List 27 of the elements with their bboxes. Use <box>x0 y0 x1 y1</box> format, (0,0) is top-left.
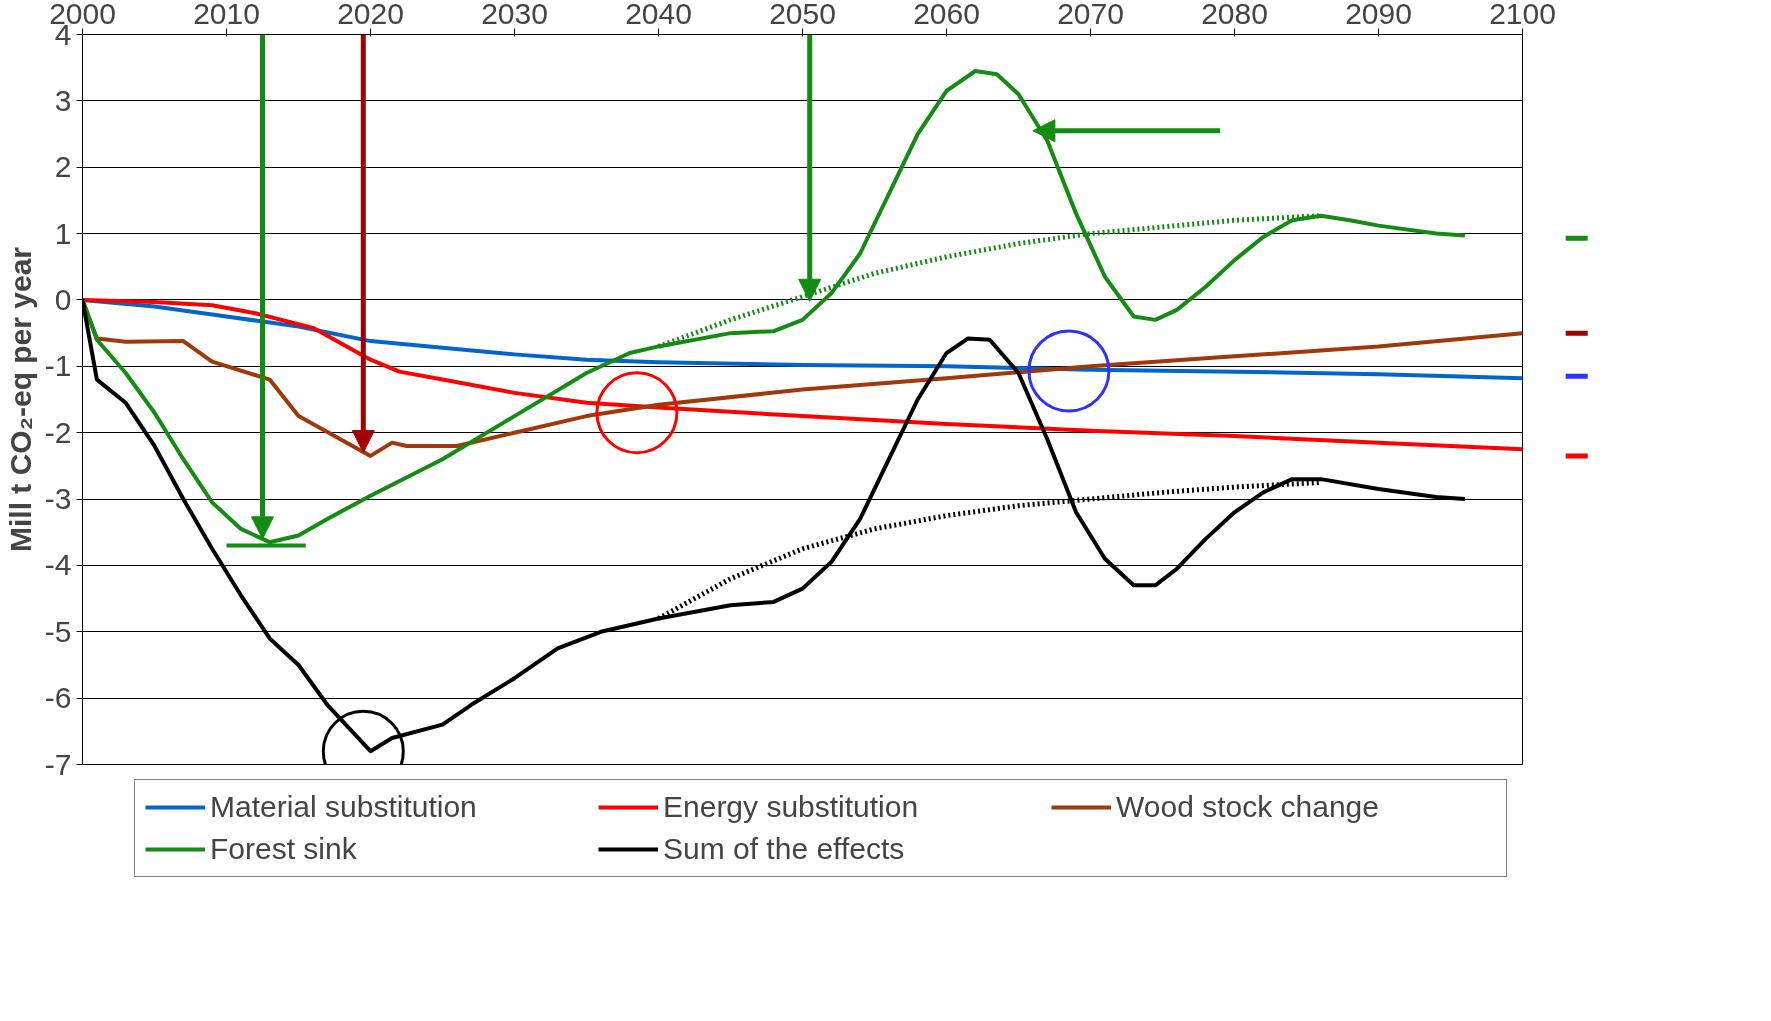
x-tick-label: 2010 <box>193 0 260 30</box>
y-tick-label: -7 <box>44 747 72 781</box>
y-tick-label: 0 <box>54 282 72 316</box>
legend-label: Wood stock change <box>1116 790 1380 824</box>
x-tick-label: 2030 <box>481 0 548 30</box>
y-tick-label: 1 <box>54 216 72 250</box>
legend-label: Energy substitution <box>663 790 920 824</box>
y-tick-label: -3 <box>44 482 72 516</box>
x-tick-label: 2080 <box>1201 0 1268 30</box>
y-tick-label: -4 <box>44 548 72 582</box>
y-tick-label: -2 <box>44 415 72 449</box>
y-tick-label: -1 <box>44 349 72 383</box>
legend-label: Sum of the effects <box>663 832 906 866</box>
y-tick-label: 2 <box>54 150 72 184</box>
x-tick-label: 2090 <box>1345 0 1412 30</box>
x-tick-label: 2100 <box>1489 0 1556 30</box>
x-tick-label: 2020 <box>337 0 404 30</box>
x-tick-label: 2070 <box>1057 0 1124 30</box>
y-tick-label: -6 <box>44 681 72 715</box>
legend-label: Forest sink <box>210 832 358 866</box>
y-tick-label: 3 <box>54 83 72 117</box>
x-tick-label: 2060 <box>913 0 980 30</box>
legend-label: Material substitution <box>210 790 478 824</box>
x-tick-label: 2050 <box>769 0 836 30</box>
y-tick-label: -5 <box>44 614 72 648</box>
x-tick-label: 2040 <box>625 0 692 30</box>
y-axis-title: Mill t CO₂-eq per year <box>3 246 37 553</box>
